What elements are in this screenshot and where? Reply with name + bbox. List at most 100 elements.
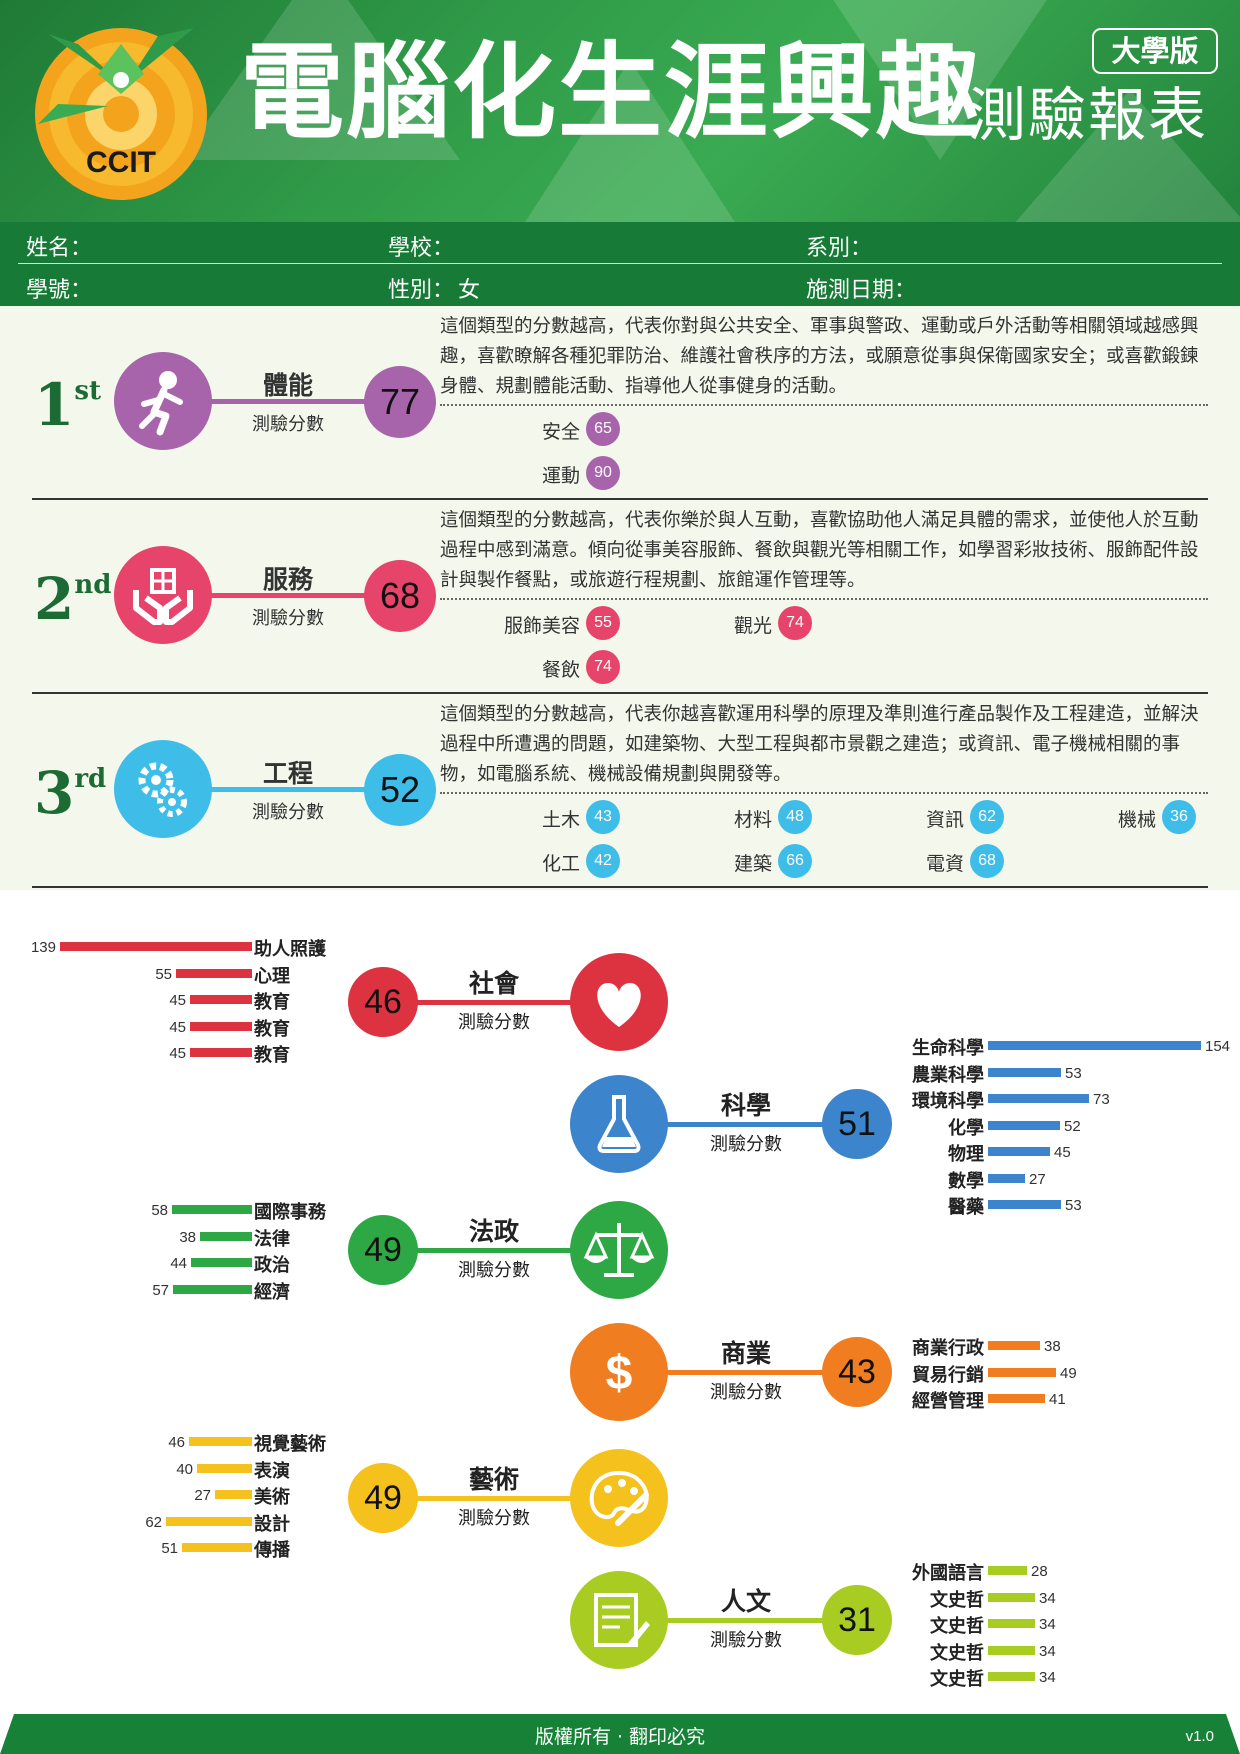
bar-label: 教育 — [254, 992, 290, 1013]
score-caption: 測驗分數 — [710, 1134, 782, 1155]
gears-icon — [114, 740, 212, 838]
score-caption: 測驗分數 — [458, 1012, 530, 1033]
bar — [988, 1200, 1061, 1209]
bar-value: 45 — [169, 1045, 186, 1062]
report-title: 電腦化生涯興趣 — [240, 31, 983, 153]
svg-text:$: $ — [606, 1347, 633, 1400]
bar-label: 文史哲 — [930, 1642, 984, 1664]
sub-score: 資訊 62 — [884, 800, 1004, 834]
bar — [173, 1284, 252, 1294]
connector-line — [412, 1248, 572, 1253]
bar-label: 表演 — [254, 1460, 290, 1482]
bar-value: 62 — [145, 1513, 162, 1531]
category-name: 藝術 — [468, 1465, 519, 1494]
ccit-logo: CCIT — [35, 28, 207, 200]
bar — [988, 1566, 1027, 1575]
sub-score: 機械 36 — [1076, 800, 1196, 834]
bar — [176, 968, 252, 978]
bar-label: 助人照護 — [254, 939, 326, 960]
hands-service-icon — [114, 546, 212, 644]
bar-row: 國際事務 58 — [0, 1200, 1240, 1223]
bar-row: 助人照護 139 — [0, 937, 1240, 960]
sub-score: 土木 43 — [500, 800, 620, 834]
bar-row: 環境科學 73 — [0, 1089, 1240, 1112]
bar — [166, 1516, 252, 1526]
score-caption: 測驗分數 — [710, 1382, 782, 1403]
department-label: 系別： — [806, 236, 873, 261]
category-name: 科學 — [720, 1091, 771, 1120]
school-label: 學校： — [388, 236, 455, 261]
bar-value: 57 — [152, 1281, 169, 1299]
bar-row: 經營管理 41 — [0, 1389, 1240, 1412]
category-description: 這個類型的分數越高，代表你越喜歡運用科學的原理及準則進行產品製作及工程建造，並解… — [440, 704, 1199, 785]
bar — [215, 1490, 252, 1499]
score-badge: 49 — [348, 1215, 418, 1285]
sub-score: 安全 65 — [500, 412, 620, 446]
bar-value: 34 — [1039, 1669, 1056, 1686]
bar — [190, 1048, 252, 1057]
palette-icon — [570, 1449, 668, 1547]
bar-label: 經營管理 — [912, 1391, 984, 1412]
bar — [988, 1394, 1045, 1403]
bar-label: 環境科學 — [912, 1091, 984, 1112]
bar-label: 視覺藝術 — [254, 1434, 326, 1455]
running-person-icon — [114, 352, 212, 450]
gender-label: 性別： — [388, 278, 455, 303]
category-name: 服務 — [262, 565, 313, 594]
sub-score: 運動 90 — [500, 456, 620, 490]
svg-text:CCIT: CCIT — [86, 146, 156, 179]
scales-icon — [570, 1201, 668, 1299]
category-name: 人文 — [720, 1587, 771, 1616]
bar-label: 教育 — [254, 1018, 290, 1040]
bar — [190, 1021, 252, 1031]
bar-value: 46 — [168, 1434, 185, 1451]
top-interest-types: 1st 體能 測驗分數 77 這個類型的分數越高，代表你對與公共安全、軍事與警政… — [0, 306, 1240, 890]
bar-row: 教育 45 — [0, 1043, 1240, 1066]
score-caption: 測驗分數 — [252, 414, 324, 435]
sub-score: 服飾美容 55 — [440, 606, 620, 640]
score-badge: 46 — [348, 967, 418, 1037]
bar — [988, 1173, 1025, 1183]
bar-row: 文史哲 34 — [0, 1588, 1240, 1611]
rank-separator — [32, 886, 1208, 888]
sub-score: 觀光 74 — [692, 606, 812, 640]
copyright-notice: 版權所有 · 翻印必究 — [534, 1726, 706, 1748]
rank-1-section: 1st 體能 測驗分數 77 這個類型的分數越高，代表你對與公共安全、軍事與警政… — [0, 306, 1240, 500]
score-caption: 測驗分數 — [458, 1508, 530, 1529]
student-id-label: 學號： — [26, 278, 93, 303]
bar-row: 表演 40 — [0, 1459, 1240, 1482]
bar — [988, 1120, 1060, 1130]
bar-value: 52 — [1064, 1117, 1081, 1135]
bar-value: 45 — [169, 992, 186, 1009]
bar — [988, 1592, 1035, 1602]
writing-icon — [570, 1571, 668, 1669]
bar-value: 73 — [1093, 1091, 1110, 1108]
bar — [189, 1437, 252, 1446]
bar-label: 文史哲 — [930, 1589, 984, 1611]
bar-row: 教育 45 — [0, 990, 1240, 1013]
report-header: CCIT 電腦化生涯興趣 測驗報表 大學版 — [0, 0, 1240, 222]
category-name: 法政 — [468, 1217, 519, 1246]
bar-label: 醫藥 — [948, 1197, 984, 1218]
bar-row: 傳播 51 — [0, 1538, 1240, 1561]
score-caption: 測驗分數 — [710, 1630, 782, 1651]
student-info-bar: 姓名： 學校： 系別： 學號： 性別： 女 施測日期： — [0, 222, 1240, 306]
sub-score: 化工 42 — [500, 844, 620, 878]
bar-value: 55 — [155, 965, 172, 983]
bar — [197, 1463, 252, 1473]
bar-value: 34 — [1039, 1589, 1056, 1607]
bar — [988, 1645, 1035, 1655]
rank-3-section: 3rd 工程 測驗分數 52 這個類型的分數越高，代表你越喜歡運用科學的原理及準… — [0, 694, 1240, 888]
bar-value: 139 — [30, 939, 56, 956]
bar — [988, 1094, 1089, 1103]
bar-label: 文史哲 — [930, 1616, 984, 1637]
connector-line — [412, 1000, 572, 1005]
connector-line — [664, 1122, 824, 1127]
bar-value: 45 — [1054, 1144, 1071, 1161]
rank-ordinal: 1st — [34, 371, 102, 439]
connector-line — [412, 1496, 572, 1501]
bar-value: 34 — [1039, 1616, 1056, 1633]
dotted-divider — [440, 404, 1208, 406]
connector-line — [664, 1370, 824, 1375]
rank-2-section: 2nd 服務 測驗分數 68 這個類型的分數越高，代表你樂於與人互動，喜歡協助他… — [0, 500, 1240, 694]
